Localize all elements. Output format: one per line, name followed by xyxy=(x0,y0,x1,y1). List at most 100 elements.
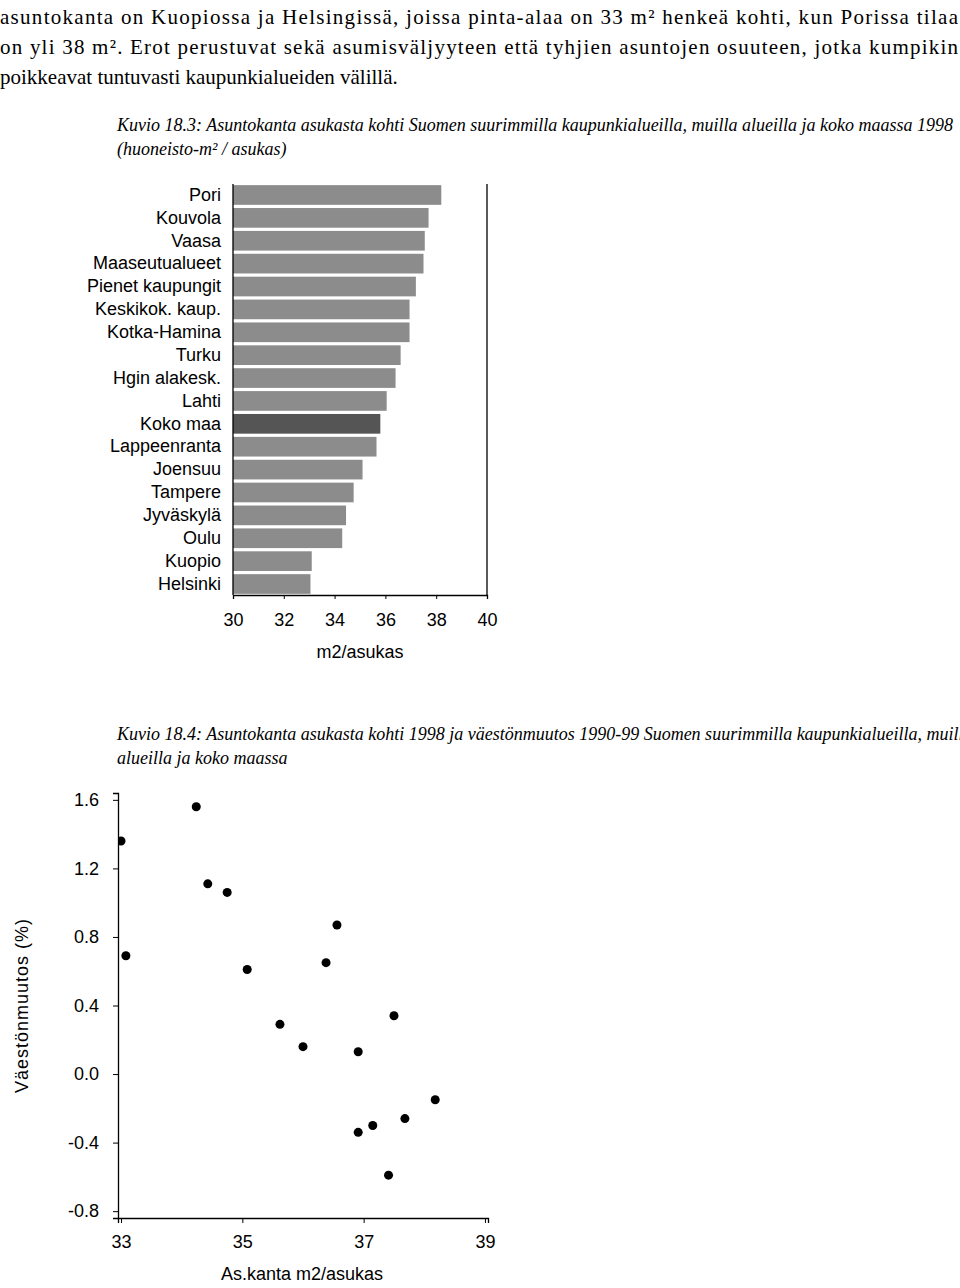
y-axis-tick: 1.2 xyxy=(74,859,118,879)
category-label: Kouvola xyxy=(156,208,222,228)
category-label: Hgin alakesk. xyxy=(113,368,221,388)
x-axis-tick: 34 xyxy=(325,595,345,630)
y-axis-tick-mark xyxy=(113,1143,118,1144)
y-axis-title: Väestönmuutos (%) xyxy=(12,918,32,1093)
bars xyxy=(233,185,441,594)
x-axis-tick-mark xyxy=(233,595,234,599)
y-axis-tick-mark xyxy=(113,800,118,801)
paragraph-line: poikkeavat tuntuvasti kaupunkialueiden v… xyxy=(0,65,398,89)
caption: Kuvio 18.3: Asuntokanta asukasta kohti S… xyxy=(116,115,953,135)
x-axis-tick-label: 39 xyxy=(475,1232,495,1252)
x-axis-tick-mark xyxy=(385,595,386,599)
category-tick: Lahti xyxy=(182,391,221,411)
point xyxy=(384,1171,393,1180)
x-axis-tick: 39 xyxy=(475,1218,495,1252)
x-axis-tick-mark xyxy=(436,595,437,599)
category-label: Joensuu xyxy=(153,459,221,479)
point xyxy=(223,888,232,897)
category-label: Pienet kaupungit xyxy=(87,276,221,296)
bar xyxy=(233,300,410,320)
category-tick: Helsinki xyxy=(158,574,221,594)
category-label: Kuopio xyxy=(165,551,221,571)
bar xyxy=(233,574,310,594)
category-tick: Pori xyxy=(189,185,221,205)
bar xyxy=(233,460,363,480)
bar xyxy=(233,437,377,457)
caption: (huoneisto-m² / asukas) xyxy=(117,139,286,160)
y-axis-tick-mark xyxy=(113,1074,118,1075)
x-axis-tick-label: 33 xyxy=(112,1232,132,1252)
point xyxy=(275,1020,284,1029)
frame-right xyxy=(486,184,487,595)
category-label: Lappeenranta xyxy=(110,436,222,456)
x-axis-tick: 36 xyxy=(376,595,396,630)
category-label: Pori xyxy=(189,185,221,205)
point xyxy=(354,1047,363,1056)
x-axis-tick: 37 xyxy=(354,1218,374,1252)
bar xyxy=(233,391,387,411)
category-tick: Vaasa xyxy=(171,231,222,251)
point xyxy=(192,802,201,811)
paragraph-line: on yli 38 m². Erot perustuvat sekä asumi… xyxy=(0,35,959,59)
category-tick: Oulu xyxy=(183,528,221,548)
paragraph-line: asuntokanta on Kuopiossa ja Helsingissä,… xyxy=(0,5,959,29)
y-axis-tick-label: 0.0 xyxy=(74,1064,99,1084)
bar xyxy=(233,483,354,503)
category-label: Kotka-Hamina xyxy=(107,322,222,342)
category-tick: Kouvola xyxy=(156,208,222,228)
x-axis-tick-label: 38 xyxy=(427,610,447,630)
caption: alueilla ja koko maassa xyxy=(117,748,287,768)
x-axis-tick-label: 34 xyxy=(325,610,345,630)
point xyxy=(243,965,252,974)
points xyxy=(118,802,440,1179)
y-axis-tick-label: -0.4 xyxy=(68,1133,99,1153)
category-label: Vaasa xyxy=(171,231,222,251)
bar xyxy=(233,345,401,365)
y-axis-tick-mark xyxy=(113,1006,118,1007)
category-tick: Keskikok. kaup. xyxy=(95,299,221,319)
category-label: Koko maa xyxy=(140,414,222,434)
category-label: Jyväskylä xyxy=(143,505,222,525)
bar xyxy=(233,414,380,434)
x-axis-tick: 30 xyxy=(223,595,243,630)
page: asuntokanta on Kuopiossa ja Helsingissä,… xyxy=(0,0,960,1288)
y-axis-tick: 0.8 xyxy=(74,927,118,947)
point xyxy=(431,1095,440,1104)
x-axis-tick-label: 30 xyxy=(223,610,243,630)
category-label: Helsinki xyxy=(158,574,221,594)
x-axis-tick-label: 35 xyxy=(233,1232,253,1252)
y-axis-tick-mark xyxy=(113,868,118,869)
x-axis-line xyxy=(234,596,488,600)
x-axis-tick: 32 xyxy=(274,595,294,630)
x-axis-tick-mark xyxy=(121,1218,122,1223)
y-axis-tick: -0.4 xyxy=(68,1133,118,1153)
x-axis-tick: 38 xyxy=(427,595,447,630)
bar xyxy=(233,185,441,205)
x-axis-line xyxy=(119,1219,489,1224)
y-axis-tick-mark xyxy=(113,937,118,938)
category-label: Oulu xyxy=(183,528,221,548)
category-axis: PoriKouvolaVaasaMaaseutualueetPienet kau… xyxy=(87,185,222,594)
point xyxy=(332,920,341,929)
x-axis-tick-label: 36 xyxy=(376,610,396,630)
x-axis-title: m2/asukas xyxy=(316,642,403,662)
point xyxy=(203,879,212,888)
point xyxy=(368,1121,377,1130)
point xyxy=(299,1042,308,1051)
category-tick: Jyväskylä xyxy=(143,505,222,525)
x-axis-title: As.kanta m2/asukas xyxy=(221,1264,383,1284)
y-axis-tick-label: -0.8 xyxy=(68,1201,99,1221)
category-label: Keskikok. kaup. xyxy=(95,299,221,319)
x-axis-tick-label: 32 xyxy=(274,610,294,630)
bar xyxy=(233,528,342,548)
x-axis-tick: 40 xyxy=(477,595,497,630)
bar xyxy=(233,208,429,228)
y-axis-tick: 1.6 xyxy=(74,790,118,810)
bar xyxy=(233,322,410,342)
y-axis: -0.8-0.40.00.40.81.21.6 xyxy=(68,790,119,1221)
category-tick: Lappeenranta xyxy=(110,436,222,456)
bar xyxy=(233,254,424,274)
point xyxy=(322,958,331,967)
frame-left xyxy=(232,184,233,595)
x-axis-tick-label: 40 xyxy=(477,610,497,630)
